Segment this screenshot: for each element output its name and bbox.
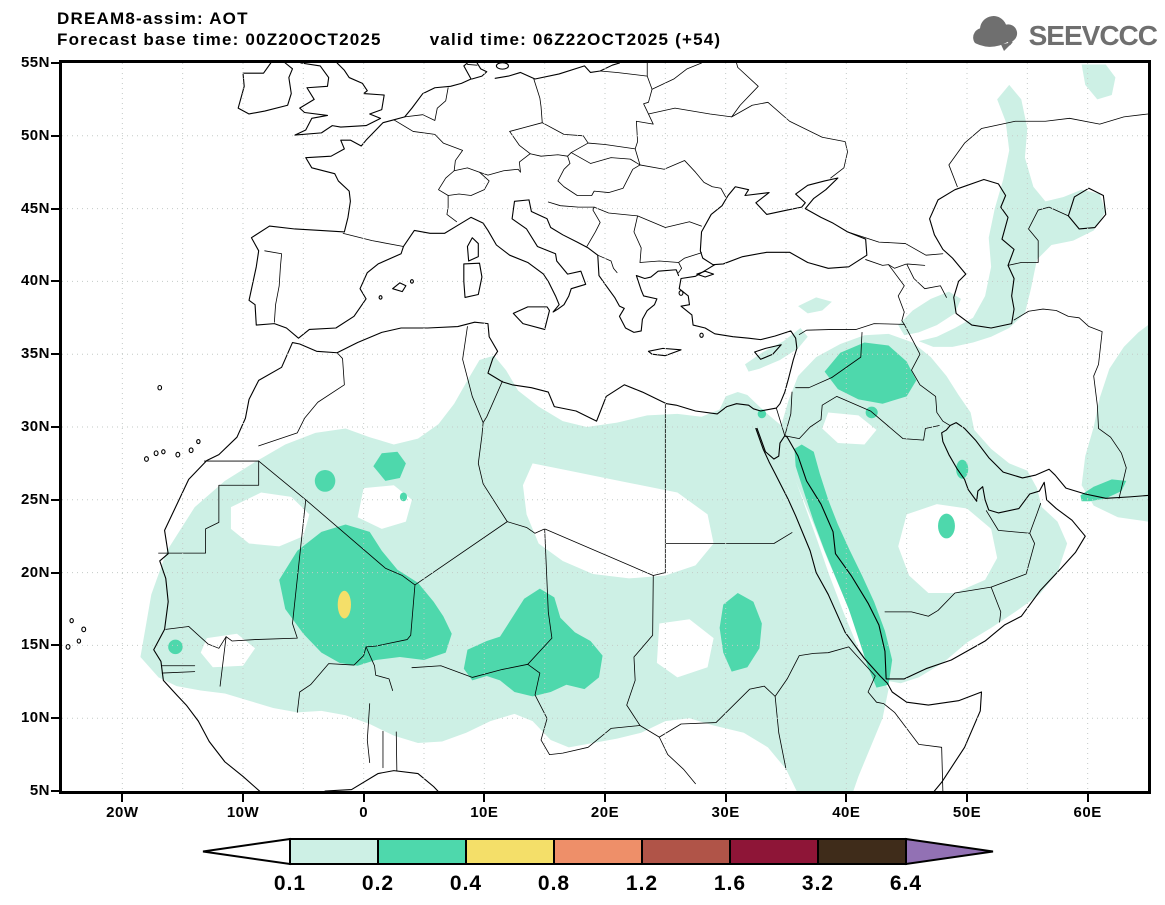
- lon-tick-label: 10E: [470, 804, 499, 821]
- aot-region-sudan: [719, 592, 762, 672]
- lon-tick: [724, 794, 727, 802]
- lat-tick-label: 45N: [20, 199, 50, 217]
- lat-tick: [51, 717, 59, 720]
- lon-tick-label: 20E: [590, 804, 620, 821]
- lat-tick-label: 10N: [20, 709, 50, 727]
- aot-spot-senegal: [168, 639, 183, 655]
- aot-region-iraq-syria: [824, 342, 917, 404]
- lon-tick-label: 20W: [106, 804, 139, 821]
- aot-region-chad: [463, 588, 603, 697]
- colorbar-level-label: 0.1: [274, 872, 306, 895]
- colorbar: 0.1 0.2 0.4 0.8 1.2 1.6 3.2 6.4: [202, 837, 994, 895]
- lon-tick-label: 50E: [952, 804, 982, 821]
- forecast-base-time: Forecast base time: 00Z20OCT2025: [57, 30, 382, 49]
- colorbar-segment: [465, 838, 555, 865]
- lon-tick-label: 0: [359, 804, 369, 821]
- lat-tick: [51, 353, 59, 356]
- valid-time: valid time: 06Z22OCT2025 (+54): [429, 30, 722, 49]
- plot-title: DREAM8-assim: AOT: [57, 9, 249, 28]
- seevccc-logo: SEEVCCC: [968, 16, 1158, 56]
- lat-tick: [51, 571, 59, 574]
- lat-tick-label: 35N: [20, 345, 50, 363]
- colorbar-segment: [289, 838, 379, 865]
- lat-tick: [51, 207, 59, 210]
- colorbar-level-label: 1.2: [626, 872, 658, 895]
- lat-tick: [51, 426, 59, 428]
- colorbar-segment: [641, 838, 731, 865]
- lat-tick-label: 50N: [20, 126, 50, 144]
- aot-spot-algeria-east: [373, 451, 406, 481]
- lat-tick-label: 15N: [20, 636, 50, 654]
- cloud-arrow-icon: [968, 16, 1017, 52]
- map-frame: [59, 60, 1151, 794]
- colorbar-level-label: 0.8: [538, 872, 570, 895]
- aot-region-caspian-band: [918, 84, 1106, 347]
- aot-field: [140, 64, 1148, 791]
- lon-tick-label: 60E: [1073, 804, 1102, 821]
- lon-tick: [242, 794, 244, 802]
- lon-tick: [1086, 794, 1089, 802]
- colorbar-level-label: 0.2: [362, 872, 394, 895]
- aot-spot-algeria-west: [314, 469, 336, 492]
- lon-tick: [362, 794, 365, 802]
- lat-tick-label: 25N: [20, 490, 50, 508]
- aot-region-east-iran: [1081, 325, 1148, 522]
- colorbar-segment: [729, 838, 819, 865]
- colorbar-level-label: 3.2: [802, 872, 834, 895]
- lat-tick-label: 55N: [20, 54, 50, 71]
- colorbar-above-arrow: [905, 837, 994, 866]
- colorbar-level-label: 0.4: [450, 872, 482, 895]
- aot-spot-central-saudi: [938, 513, 955, 539]
- aot-region-mali-niger: [279, 524, 452, 666]
- lat-tick: [51, 280, 59, 283]
- lon-tick-label: 30E: [711, 804, 740, 821]
- logo-text: SEEVCCC: [1028, 20, 1158, 51]
- colorbar-segment: [377, 838, 467, 865]
- lat-tick: [51, 790, 59, 792]
- lon-tick: [845, 794, 848, 802]
- aot-spot-persian-gulf: [956, 459, 969, 479]
- lat-tick: [51, 644, 59, 647]
- aot-region-sahara-sahel: [140, 355, 889, 791]
- coastlines: [66, 63, 1148, 791]
- aot-region-ne-corner: [1081, 64, 1116, 100]
- colorbar-segment: [817, 838, 907, 865]
- country-borders: [159, 63, 1148, 791]
- aot-region-nw-iran: [898, 291, 961, 336]
- lat-tick-label: 20N: [20, 563, 50, 581]
- colorbar-below-arrow: [202, 837, 291, 866]
- colorbar-level-label: 6.4: [890, 872, 922, 895]
- lat-tick: [51, 498, 59, 501]
- plot-title-block: DREAM8-assim: AOT Forecast base time: 00…: [57, 8, 721, 50]
- map-canvas: [62, 63, 1148, 791]
- aot-core-mali: [337, 590, 351, 619]
- lon-tick-label: 10W: [226, 804, 260, 821]
- colorbar-level-label: 1.6: [714, 872, 746, 895]
- lat-tick-label: 30N: [20, 418, 50, 435]
- lon-tick-label: 40E: [832, 804, 861, 821]
- lat-tick: [51, 134, 59, 137]
- lon-tick: [483, 794, 486, 802]
- lon-tick: [121, 794, 124, 802]
- aot-spot-tiny: [399, 492, 408, 502]
- aot-region-red-sea-band: [794, 444, 893, 688]
- colorbar-segment: [553, 838, 643, 865]
- lon-tick: [966, 794, 968, 802]
- lat-tick-label: 40N: [20, 272, 50, 290]
- lat-tick: [51, 62, 59, 64]
- lat-tick-label: 5N: [29, 782, 50, 799]
- lon-tick: [604, 794, 606, 802]
- grid-overlay: [62, 63, 1148, 791]
- plot-subtitle: Forecast base time: 00Z20OCT2025 valid ti…: [57, 29, 721, 50]
- aot-spot-nile-delta: [757, 409, 767, 419]
